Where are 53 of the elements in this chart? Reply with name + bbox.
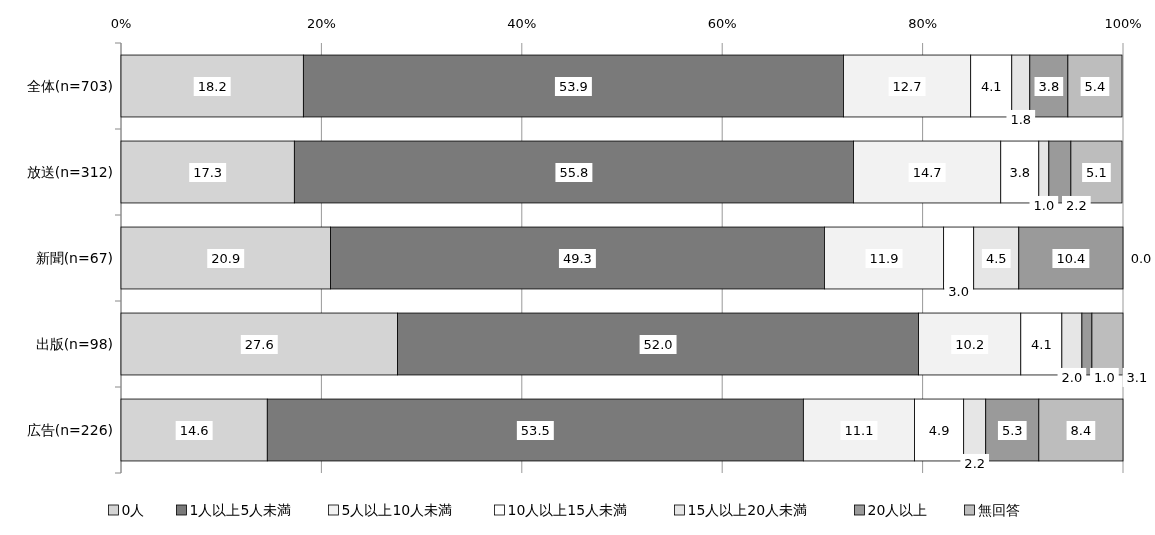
legend-label: 無回答 bbox=[977, 502, 1020, 518]
data-label: 11.9 bbox=[869, 251, 899, 266]
y-tick-label: 出版(n=98) bbox=[35, 336, 113, 352]
data-label: 1.8 bbox=[1010, 111, 1032, 127]
data-label: 3.1 bbox=[1126, 369, 1148, 385]
data-label: 5.3 bbox=[1001, 423, 1023, 438]
data-label: 3.8 bbox=[1038, 79, 1060, 94]
data-label: 49.3 bbox=[562, 251, 592, 266]
data-label: 55.8 bbox=[559, 165, 589, 180]
data-label: 10.2 bbox=[955, 337, 985, 352]
x-tick-label: 0% bbox=[110, 16, 132, 31]
data-label: 52.0 bbox=[643, 337, 673, 352]
legend-label: 1人以上5人未満 bbox=[189, 502, 292, 518]
data-label: 4.1 bbox=[1030, 337, 1052, 352]
y-tick-label: 新聞(n=67) bbox=[35, 250, 113, 266]
legend-label: 15人以上20人未満 bbox=[687, 502, 808, 518]
data-label: 4.5 bbox=[985, 251, 1007, 266]
data-label: 2.0 bbox=[1061, 369, 1083, 385]
data-label: 20.9 bbox=[211, 251, 241, 266]
data-label: 14.7 bbox=[912, 165, 942, 180]
data-label: 0.0 bbox=[1130, 251, 1152, 266]
x-tick-label: 60% bbox=[707, 16, 737, 31]
x-tick-label: 80% bbox=[908, 16, 938, 31]
data-label: 2.2 bbox=[964, 455, 986, 471]
data-label: 1.0 bbox=[1094, 369, 1115, 385]
data-label: 1.0 bbox=[1033, 197, 1055, 213]
legend-label: 10人以上15人未満 bbox=[507, 502, 628, 518]
data-label: 3.0 bbox=[948, 283, 970, 299]
y-tick-label: 全体(n=703) bbox=[26, 78, 113, 94]
data-label: 17.3 bbox=[193, 165, 223, 180]
data-label: 3.8 bbox=[1009, 165, 1031, 180]
data-label: 53.9 bbox=[558, 79, 588, 94]
legend-label: 0人 bbox=[121, 502, 145, 518]
legend-label: 5人以上10人未満 bbox=[341, 502, 453, 518]
y-tick-label: 放送(n=312) bbox=[26, 164, 113, 180]
data-label: 10.4 bbox=[1056, 251, 1086, 266]
y-tick-label: 広告(n=226) bbox=[26, 422, 113, 438]
data-label: 4.1 bbox=[980, 79, 1002, 94]
data-label: 8.4 bbox=[1070, 423, 1092, 438]
data-label: 4.9 bbox=[928, 423, 950, 438]
data-label: 53.5 bbox=[520, 423, 550, 438]
data-label: 5.4 bbox=[1084, 79, 1106, 94]
x-tick-label: 40% bbox=[507, 16, 537, 31]
data-label: 18.2 bbox=[197, 79, 227, 94]
data-label: 27.6 bbox=[244, 337, 274, 352]
data-label: 2.2 bbox=[1066, 197, 1087, 213]
data-label: 12.7 bbox=[892, 79, 922, 94]
data-label: 11.1 bbox=[844, 423, 874, 438]
legend-label: 20人以上 bbox=[867, 502, 928, 518]
data-label: 5.1 bbox=[1086, 165, 1107, 180]
x-tick-label: 100% bbox=[1104, 16, 1142, 31]
x-tick-label: 20% bbox=[306, 16, 336, 31]
data-label: 14.6 bbox=[179, 423, 209, 438]
